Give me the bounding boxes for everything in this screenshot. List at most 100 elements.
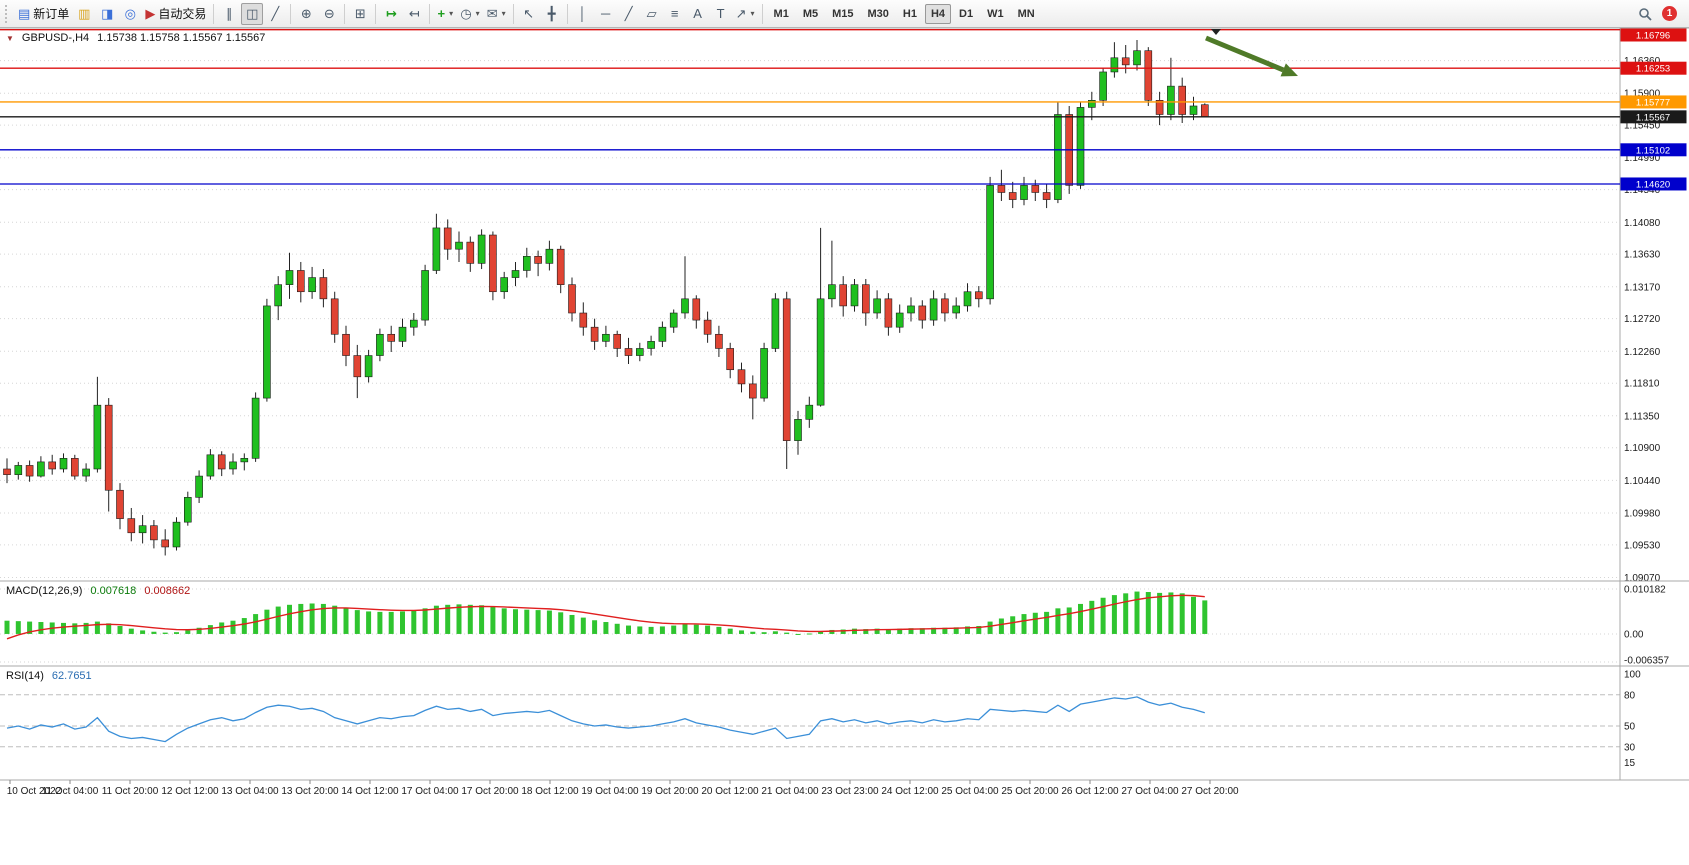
periods-button[interactable]: ◷ ▾ <box>457 3 482 25</box>
shapes-button[interactable]: ↗ ▾ <box>733 3 758 25</box>
indicators-button[interactable]: + ▾ <box>434 3 456 25</box>
time-tick-label: 27 Oct 20:00 <box>1181 786 1239 797</box>
timeframe-m5[interactable]: M5 <box>797 4 824 24</box>
candle-up <box>251 397 260 459</box>
macd-histogram-bar <box>320 603 326 634</box>
candle-down <box>127 518 136 534</box>
candle-up <box>873 298 881 314</box>
zoom-in-button[interactable]: ⊕ <box>295 3 317 25</box>
trend-arrow-annotation[interactable] <box>1205 29 1298 77</box>
crosshair-button[interactable]: ╋ <box>541 3 563 25</box>
timeframe-mn[interactable]: MN <box>1012 4 1041 24</box>
candle-up <box>206 454 215 477</box>
chart-candles-button[interactable]: ◫ <box>241 2 264 25</box>
candle-down <box>1155 100 1164 115</box>
timeframe-m15[interactable]: M15 <box>826 4 859 24</box>
candle-down <box>941 298 949 314</box>
timeframe-h4[interactable]: H4 <box>924 3 952 24</box>
price-badge-label: 1.16796 <box>1636 31 1670 42</box>
template-button[interactable]: ✉ ▾ <box>484 3 509 25</box>
candle-up <box>1189 105 1198 115</box>
search-button[interactable] <box>1635 3 1655 25</box>
rsi-name-label: RSI(14) <box>6 670 44 682</box>
autotrade-button[interactable]: ▶ 自动交易 <box>142 3 209 25</box>
timeframe-h1[interactable]: H1 <box>897 4 923 24</box>
macd-histogram-bar <box>332 605 338 634</box>
candle-up <box>285 270 294 285</box>
market-watch-button[interactable]: ◨ <box>96 3 118 25</box>
candle-down <box>884 298 893 328</box>
notification-badge[interactable]: 1 <box>1662 6 1677 21</box>
macd-tick-label: 0.010182 <box>1624 585 1666 596</box>
trend-line-button[interactable]: ╱ <box>618 3 640 25</box>
time-tick-label: 13 Oct 04:00 <box>221 786 279 797</box>
cursor-icon: ↖ <box>523 6 535 21</box>
macd-histogram-bar <box>1123 593 1129 634</box>
separator <box>566 3 568 24</box>
candle-down <box>1121 57 1130 66</box>
support-button[interactable]: ◎ <box>119 3 141 25</box>
macd-signal-value: 0.008662 <box>144 585 191 597</box>
trend-line-icon: ╱ <box>624 6 633 21</box>
timeframe-d1[interactable]: D1 <box>953 4 979 24</box>
price-tick-label: 1.14990 <box>1624 153 1661 164</box>
vertical-line-button[interactable]: │ <box>572 3 594 25</box>
candle-down <box>48 461 57 470</box>
new-order-button[interactable]: ▤ 新订单 <box>15 3 72 25</box>
candle-up <box>421 270 429 321</box>
timeframe-w1[interactable]: W1 <box>981 4 1010 24</box>
chart-bars-button[interactable]: ∥ <box>218 3 240 25</box>
market-watch-icon: ◨ <box>101 6 114 21</box>
zoom-out-button[interactable]: ⊖ <box>318 3 340 25</box>
cursor-button[interactable]: ↖ <box>518 3 540 25</box>
chart-symbol-row: ▼ GBPUSD-,H4 1.15738 1.15758 1.15567 1.1… <box>6 32 265 44</box>
candle-down <box>692 298 701 321</box>
candle-down <box>974 291 983 300</box>
macd-histogram-bar <box>230 620 236 634</box>
text-button[interactable]: A <box>687 3 709 25</box>
macd-histogram-bar <box>1134 591 1140 634</box>
auto-scroll-button[interactable]: ↦ <box>380 3 402 25</box>
candle-up <box>263 305 271 399</box>
candle-down <box>1031 185 1040 193</box>
time-tick-label: 20 Oct 12:00 <box>701 786 759 797</box>
candle-up <box>37 461 45 477</box>
macd-histogram-bar <box>626 625 631 634</box>
candle-down <box>387 333 396 342</box>
horizontal-lines[interactable]: 1.16796 1.16253 1.15777 1.15567 1.15102 1.146… <box>0 28 1687 191</box>
candle-down <box>217 454 226 470</box>
macd-tick-label: -0.006357 <box>1624 656 1669 667</box>
crosshair-icon: ╋ <box>547 6 556 21</box>
symbol-dropdown-icon[interactable]: ▼ <box>6 33 14 43</box>
chart-line-button[interactable]: ╱ <box>264 3 286 25</box>
tile-windows-button[interactable]: ⊞ <box>349 3 371 25</box>
macd-histogram-bar <box>580 617 586 634</box>
macd-histogram-bar <box>863 629 869 634</box>
candle-down <box>330 298 339 335</box>
macd-name-label: MACD(12,26,9) <box>6 585 83 597</box>
timeframe-m1[interactable]: M1 <box>768 4 795 24</box>
macd-histogram-bar <box>354 610 360 634</box>
symbol-period-label: GBPUSD-,H4 <box>21 32 90 44</box>
support-icon: ◎ <box>124 6 136 21</box>
depth-of-market-button[interactable]: ▥ <box>73 3 95 25</box>
macd-histogram-bar <box>196 627 202 634</box>
channel-button[interactable]: ▱ <box>641 3 663 25</box>
price-tick-label: 1.13630 <box>1624 250 1661 261</box>
time-tick-label: 12 Oct 12:00 <box>161 786 219 797</box>
candle-up <box>907 305 915 314</box>
macd-histogram-bar <box>874 628 880 634</box>
candle-up <box>376 333 384 356</box>
fibonacci-button[interactable]: ≡ <box>664 3 686 25</box>
macd-histogram-bar <box>94 621 100 634</box>
candle-up <box>1167 85 1175 115</box>
candle-down <box>737 369 746 385</box>
timeframe-m30[interactable]: M30 <box>862 4 895 24</box>
candle-up <box>398 326 407 342</box>
chart-shift-button[interactable]: ↤ <box>403 3 425 25</box>
horizontal-line-button[interactable]: ─ <box>595 3 617 25</box>
text-label-button[interactable]: T <box>710 3 732 25</box>
candle-up <box>1088 100 1096 108</box>
candle-up <box>952 305 961 314</box>
